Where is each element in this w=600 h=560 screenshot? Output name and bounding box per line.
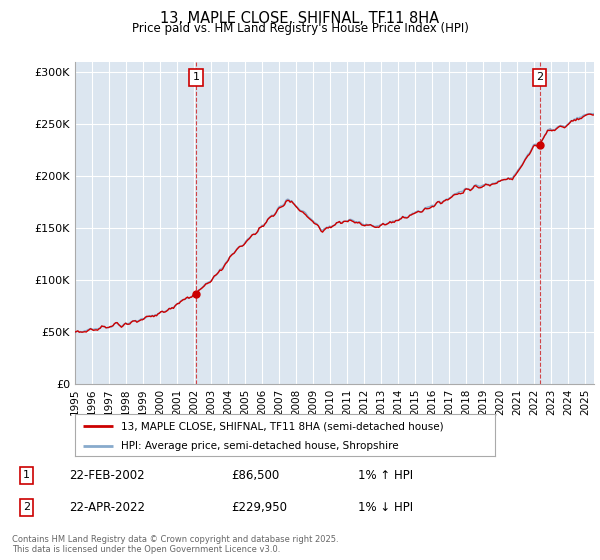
Text: 1% ↓ HPI: 1% ↓ HPI	[358, 501, 413, 514]
Text: 2: 2	[536, 72, 543, 82]
Text: £86,500: £86,500	[231, 469, 279, 482]
Text: 1: 1	[193, 72, 200, 82]
Text: HPI: Average price, semi-detached house, Shropshire: HPI: Average price, semi-detached house,…	[121, 441, 399, 451]
Text: 1% ↑ HPI: 1% ↑ HPI	[358, 469, 413, 482]
Text: Price paid vs. HM Land Registry's House Price Index (HPI): Price paid vs. HM Land Registry's House …	[131, 22, 469, 35]
Text: £229,950: £229,950	[231, 501, 287, 514]
Text: 2: 2	[23, 502, 30, 512]
Text: 1: 1	[23, 470, 30, 480]
Text: 22-FEB-2002: 22-FEB-2002	[70, 469, 145, 482]
Text: 13, MAPLE CLOSE, SHIFNAL, TF11 8HA: 13, MAPLE CLOSE, SHIFNAL, TF11 8HA	[160, 11, 440, 26]
Text: Contains HM Land Registry data © Crown copyright and database right 2025.
This d: Contains HM Land Registry data © Crown c…	[12, 535, 338, 554]
Text: 22-APR-2022: 22-APR-2022	[70, 501, 146, 514]
Text: 13, MAPLE CLOSE, SHIFNAL, TF11 8HA (semi-detached house): 13, MAPLE CLOSE, SHIFNAL, TF11 8HA (semi…	[121, 421, 444, 431]
